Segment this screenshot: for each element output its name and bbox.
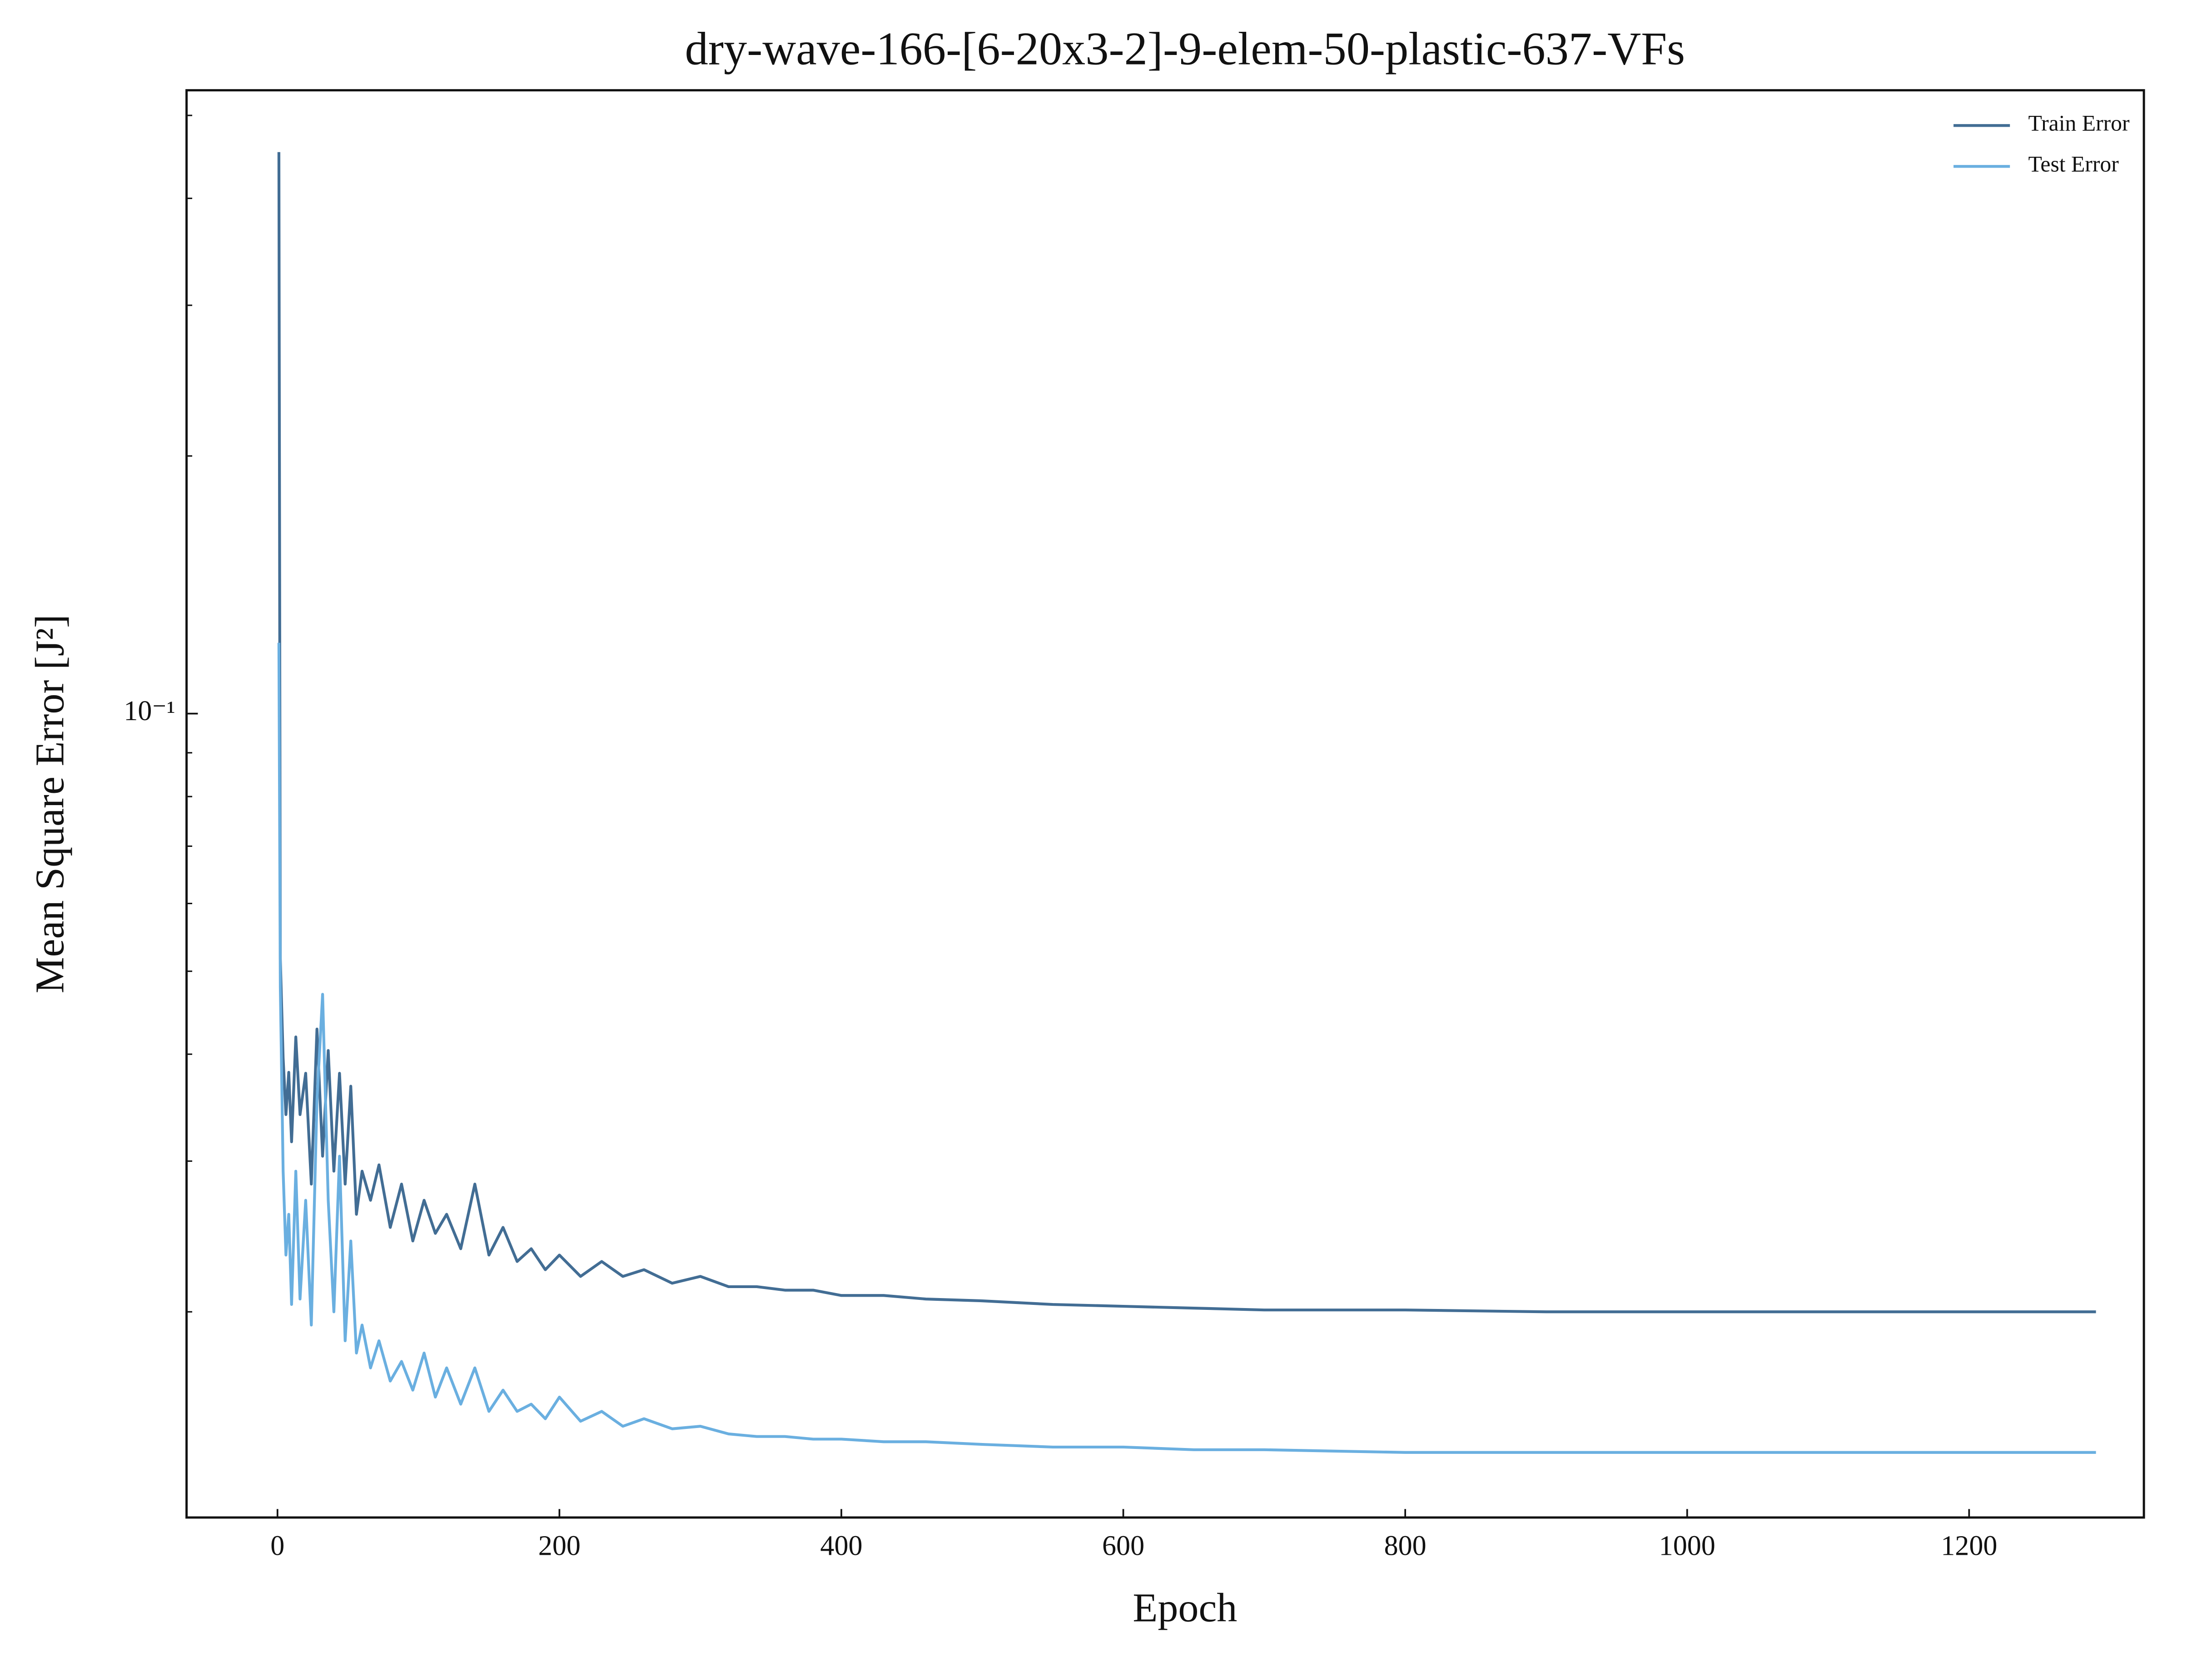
x-tick-label: 0 bbox=[270, 1531, 284, 1562]
chart-title: dry-wave-166-[6-20x3-2]-9-elem-50-plasti… bbox=[685, 23, 1685, 75]
x-tick-label: 400 bbox=[820, 1531, 862, 1562]
legend-label: Train Error bbox=[2028, 111, 2130, 136]
y-tick-label: 10⁻¹ bbox=[124, 696, 175, 727]
x-axis-label: Epoch bbox=[1133, 1586, 1237, 1631]
series-line bbox=[277, 152, 2096, 1314]
x-tick-label: 800 bbox=[1384, 1531, 1427, 1562]
x-tick-label: 1200 bbox=[1941, 1531, 1997, 1562]
x-tick-label: 200 bbox=[538, 1531, 581, 1562]
x-tick-label: 1000 bbox=[1659, 1531, 1715, 1562]
plot-frame bbox=[185, 89, 2145, 1519]
y-axis-label: Mean Square Error [J²] bbox=[28, 614, 73, 993]
legend-label: Test Error bbox=[2028, 152, 2119, 177]
series-line bbox=[277, 642, 2096, 1454]
x-tick-label: 600 bbox=[1102, 1531, 1144, 1562]
